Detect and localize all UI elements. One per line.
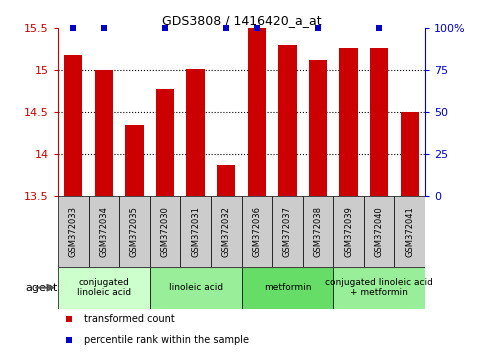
Bar [119, 196, 150, 267]
Text: GSM372032: GSM372032 [222, 206, 231, 257]
Bar [278, 45, 297, 196]
Text: metformin: metformin [264, 283, 311, 292]
Bar [400, 112, 419, 196]
Bar [150, 196, 180, 267]
Bar [333, 267, 425, 309]
Bar [364, 196, 395, 267]
Bar [95, 70, 113, 196]
Bar [242, 267, 333, 309]
Text: GSM372036: GSM372036 [252, 206, 261, 257]
Bar [333, 196, 364, 267]
Bar [211, 196, 242, 267]
Text: GSM372040: GSM372040 [375, 206, 384, 257]
Text: percentile rank within the sample: percentile rank within the sample [84, 335, 249, 345]
Text: linoleic acid: linoleic acid [169, 283, 223, 292]
Bar [125, 125, 143, 196]
Text: agent: agent [26, 282, 58, 293]
Bar [395, 196, 425, 267]
Text: GSM372037: GSM372037 [283, 206, 292, 257]
Text: GSM372031: GSM372031 [191, 206, 200, 257]
Text: GSM372030: GSM372030 [160, 206, 170, 257]
Bar [248, 28, 266, 196]
Bar [303, 196, 333, 267]
Bar [370, 47, 388, 196]
Bar [217, 165, 235, 196]
Text: GSM372038: GSM372038 [313, 206, 323, 257]
Text: conjugated
linoleic acid: conjugated linoleic acid [77, 278, 131, 297]
Bar [340, 47, 358, 196]
Text: GSM372033: GSM372033 [69, 206, 78, 257]
Title: GDS3808 / 1416420_a_at: GDS3808 / 1416420_a_at [162, 14, 321, 27]
Text: GSM372039: GSM372039 [344, 206, 353, 257]
Text: GSM372041: GSM372041 [405, 206, 414, 257]
Bar [58, 196, 88, 267]
Bar [88, 196, 119, 267]
Bar [58, 267, 150, 309]
Bar [156, 90, 174, 196]
Bar [186, 69, 205, 196]
Text: GSM372034: GSM372034 [99, 206, 108, 257]
Bar [180, 196, 211, 267]
Text: GSM372035: GSM372035 [130, 206, 139, 257]
Bar [309, 60, 327, 196]
Bar [242, 196, 272, 267]
Bar [64, 55, 83, 196]
Bar [272, 196, 303, 267]
Text: transformed count: transformed count [84, 314, 174, 324]
Text: conjugated linoleic acid
+ metformin: conjugated linoleic acid + metformin [325, 278, 433, 297]
Bar [150, 267, 242, 309]
